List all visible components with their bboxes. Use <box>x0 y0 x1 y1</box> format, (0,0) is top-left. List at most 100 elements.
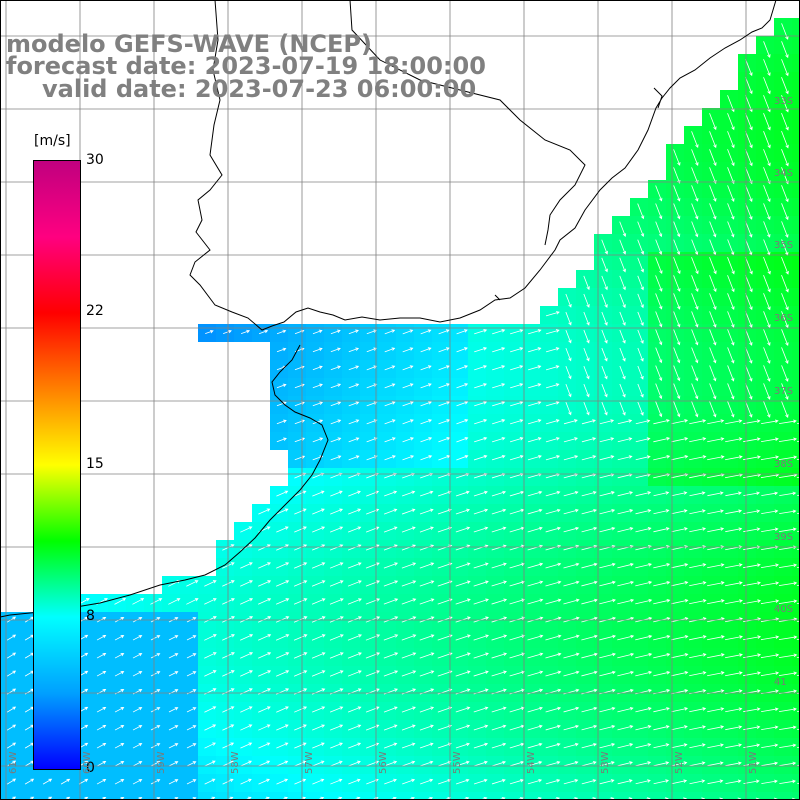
wind-arrow <box>779 725 797 731</box>
wind-arrow <box>760 653 780 659</box>
wind-arrow <box>329 580 344 587</box>
wind-arrow <box>707 509 724 515</box>
colorbar-tick-label: 30 <box>86 152 104 168</box>
wind-arrow <box>709 275 717 293</box>
wind-arrow <box>438 347 450 353</box>
wind-arrow <box>473 634 489 641</box>
wind-arrow <box>563 580 580 587</box>
wind-arrow <box>779 743 797 748</box>
wind-arrow <box>311 580 326 587</box>
wind-arrow <box>294 706 308 713</box>
wind-arrow <box>563 526 580 533</box>
wind-arrow <box>545 724 561 731</box>
wind-arrow <box>725 437 743 443</box>
wind-arrow <box>689 707 707 713</box>
wind-arrow <box>599 634 616 641</box>
wind-arrow <box>384 347 396 353</box>
wind-arrow <box>763 347 771 364</box>
wind-arrow <box>293 670 308 677</box>
wind-arrow <box>599 598 616 605</box>
wind-arrow <box>383 562 399 569</box>
wind-arrow <box>545 419 560 425</box>
wind-arrow <box>275 598 290 605</box>
wind-arrow <box>745 203 753 220</box>
wind-speed-field <box>0 18 800 800</box>
wind-arrow <box>527 652 544 659</box>
wind-arrow <box>599 706 616 713</box>
wind-arrow <box>509 454 524 461</box>
wind-arrow <box>293 562 308 569</box>
wind-arrow <box>401 670 417 677</box>
wind-arrow <box>689 437 707 443</box>
wind-arrow <box>689 743 706 749</box>
wind-arrow <box>132 635 143 641</box>
field-cell <box>378 792 396 800</box>
wind-arrow <box>492 365 506 371</box>
wind-arrow <box>455 724 471 731</box>
wind-arrow <box>294 508 307 515</box>
wind-arrow <box>419 508 434 515</box>
wind-arrow <box>653 725 670 731</box>
wind-arrow <box>186 761 197 767</box>
wind-arrow <box>258 760 271 767</box>
wind-arrow <box>671 509 688 515</box>
field-cell <box>486 792 504 800</box>
wind-arrow <box>438 383 450 389</box>
wind-arrow <box>689 455 707 461</box>
wind-arrow <box>761 491 779 497</box>
wind-arrow <box>294 724 307 731</box>
wind-arrow <box>745 311 753 328</box>
wind-arrow <box>763 293 771 311</box>
wind-arrow <box>330 347 341 353</box>
field-cell <box>252 792 270 800</box>
wind-arrow <box>601 383 608 398</box>
wind-arrow <box>781 149 789 167</box>
field-cell <box>792 342 800 360</box>
field-cell <box>702 792 720 800</box>
wind-arrow <box>763 401 771 418</box>
wind-arrow <box>545 437 560 443</box>
wind-arrow <box>474 329 488 335</box>
wind-arrow <box>637 383 644 398</box>
wind-arrow <box>150 743 161 749</box>
wind-arrow <box>691 383 699 400</box>
wind-arrow <box>779 419 797 425</box>
wind-arrow <box>455 634 471 641</box>
wind-arrow <box>168 598 181 605</box>
wind-arrow <box>491 508 507 515</box>
field-cell <box>324 792 342 800</box>
wind-arrow <box>691 401 699 418</box>
wind-arrow <box>565 401 572 416</box>
wind-arrow <box>330 329 341 335</box>
wind-arrow <box>671 635 689 641</box>
wind-arrow <box>223 329 232 335</box>
wind-arrow <box>491 562 507 569</box>
wind-arrow <box>689 599 707 605</box>
wind-arrow <box>383 526 398 533</box>
wind-arrow <box>348 437 360 443</box>
wind-arrow <box>114 779 125 785</box>
wind-arrow <box>330 508 343 515</box>
wind-arrow <box>456 419 469 425</box>
latitude-label: 33S <box>774 96 794 107</box>
wind-arrow <box>637 257 644 273</box>
longitude-label: 51W <box>748 751 759 774</box>
wind-arrow <box>438 329 450 335</box>
latitude-label: 35S <box>774 240 794 251</box>
wind-arrow <box>330 490 343 497</box>
wind-arrow <box>168 653 179 659</box>
wind-arrow <box>581 779 597 785</box>
wind-arrow <box>781 401 789 418</box>
wind-arrow <box>114 598 127 605</box>
wind-arrow <box>491 490 507 497</box>
field-cell <box>792 36 800 54</box>
wind-arrow <box>617 670 634 677</box>
wind-arrow <box>617 562 634 569</box>
wind-arrow <box>709 383 717 400</box>
wind-arrow <box>6 724 17 731</box>
wind-arrow <box>474 347 488 353</box>
wind-arrow <box>725 725 743 731</box>
field-cell <box>792 666 800 684</box>
field-cell <box>792 432 800 450</box>
field-cell <box>792 450 800 468</box>
